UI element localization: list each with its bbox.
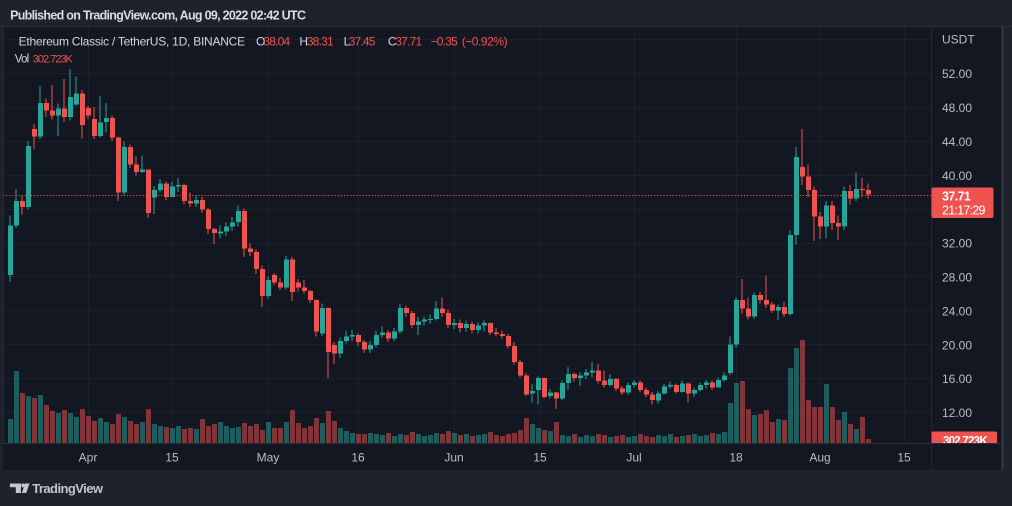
svg-text:Ethereum Classic / TetherUS, 1: Ethereum Classic / TetherUS, 1D, BINANCE — [19, 35, 245, 49]
svg-text:37.71: 37.71 — [942, 190, 971, 204]
svg-text:O: O — [256, 35, 265, 49]
svg-text:Jun: Jun — [444, 451, 463, 465]
svg-text:TradingView: TradingView — [32, 481, 104, 496]
svg-text:12.00: 12.00 — [942, 406, 972, 420]
svg-text:H: H — [299, 35, 308, 49]
svg-text:38.31: 38.31 — [307, 35, 334, 49]
svg-text:20.00: 20.00 — [942, 338, 972, 352]
svg-text:44.00: 44.00 — [942, 135, 972, 149]
svg-text:302.723K: 302.723K — [33, 53, 74, 65]
svg-text:L: L — [344, 35, 351, 49]
svg-text:48.00: 48.00 — [942, 101, 972, 115]
svg-text:32.00: 32.00 — [942, 237, 972, 251]
svg-text:Vol: Vol — [15, 53, 29, 65]
svg-text:15: 15 — [897, 451, 911, 465]
svg-text:15: 15 — [165, 451, 179, 465]
svg-text:15: 15 — [533, 451, 547, 465]
svg-text:May: May — [257, 451, 280, 465]
svg-text:−0.35: −0.35 — [431, 35, 458, 49]
svg-text:Published on TradingView.com,: Published on TradingView.com, Aug 09, 20… — [10, 9, 306, 23]
svg-text:302.723K: 302.723K — [943, 435, 988, 447]
svg-text:40.00: 40.00 — [942, 169, 972, 183]
svg-text:16: 16 — [351, 451, 365, 465]
svg-text:USDT: USDT — [942, 33, 975, 47]
svg-text:C: C — [388, 35, 397, 49]
svg-text:28.00: 28.00 — [942, 271, 972, 285]
svg-text:18: 18 — [729, 451, 743, 465]
svg-text:(−0.92%): (−0.92%) — [462, 35, 508, 49]
svg-text:38.04: 38.04 — [263, 35, 290, 49]
svg-text:Apr: Apr — [79, 451, 98, 465]
svg-text:16.00: 16.00 — [942, 372, 972, 386]
svg-text:37.45: 37.45 — [349, 35, 376, 49]
svg-text:Aug: Aug — [809, 451, 830, 465]
svg-text:52.00: 52.00 — [942, 67, 972, 81]
svg-text:24.00: 24.00 — [942, 304, 972, 318]
svg-text:21:17:29: 21:17:29 — [942, 204, 985, 218]
svg-text:37.71: 37.71 — [395, 35, 422, 49]
svg-text:Jul: Jul — [626, 451, 641, 465]
